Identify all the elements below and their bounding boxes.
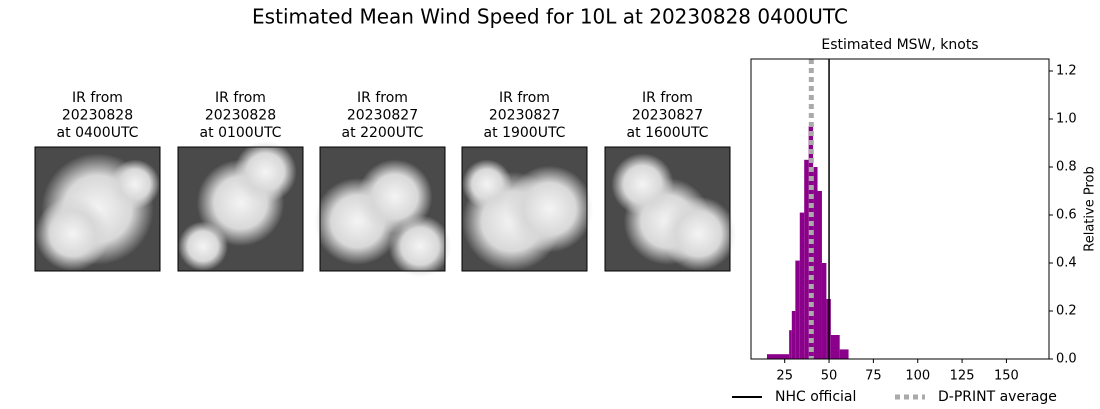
bar [821, 263, 827, 359]
x-tick-label: 150 [994, 369, 1019, 384]
y-axis-label: Relative Prob [1083, 166, 1098, 251]
panel-title: 20230828 [62, 108, 133, 124]
page-title: Estimated Mean Wind Speed for 10L at 202… [252, 5, 848, 29]
bar [795, 260, 800, 359]
bar [799, 212, 805, 359]
axes-frame [750, 58, 1050, 360]
x-tick-label: 125 [950, 369, 975, 384]
panel-title: at 0100UTC [200, 125, 282, 141]
ir-frame [34, 146, 161, 272]
x-tick-label: 50 [821, 369, 838, 384]
panel-title: at 1600UTC [627, 125, 709, 141]
ir-frame [177, 146, 304, 272]
panel-title: IR from [642, 90, 693, 106]
panel-title: IR from [72, 90, 123, 106]
ir-frame [319, 146, 446, 272]
y-tick-label: 1.2 [1056, 64, 1077, 79]
legend-label: NHC official [775, 389, 856, 405]
bar [839, 349, 849, 359]
panel-title: 20230827 [489, 108, 560, 124]
y-tick-label: 0.0 [1056, 352, 1077, 367]
cloud [388, 215, 452, 278]
panel-title: 20230827 [347, 108, 418, 124]
panel-title: 20230828 [205, 108, 276, 124]
panel-title: IR from [357, 90, 408, 106]
panel-title: at 0400UTC [57, 125, 139, 141]
cloud [462, 159, 512, 209]
y-tick-label: 0.4 [1056, 256, 1077, 271]
cloud [661, 196, 737, 271]
cloud [611, 153, 674, 216]
bar [789, 330, 792, 359]
cloud [505, 165, 594, 253]
bar [830, 335, 840, 359]
cloud [110, 159, 160, 209]
bar [817, 191, 822, 359]
panel-title: at 2200UTC [342, 125, 424, 141]
y-tick-label: 1.0 [1056, 112, 1077, 127]
cloud [234, 140, 297, 203]
bar [813, 167, 818, 359]
ir-frame [461, 146, 588, 272]
x-tick-label: 75 [865, 369, 882, 384]
cloud [357, 159, 433, 234]
cloud [35, 196, 110, 271]
y-tick-label: 0.6 [1056, 208, 1077, 223]
panel-title: 20230827 [632, 108, 703, 124]
x-tick-label: 100 [905, 369, 930, 384]
legend-label: D-PRINT average [938, 389, 1057, 405]
panel-title: IR from [499, 90, 550, 106]
bar [804, 159, 809, 359]
cloud [178, 221, 228, 271]
x-tick-label: 25 [776, 369, 793, 384]
ir-frame [604, 146, 731, 272]
panel-title: at 1900UTC [484, 125, 566, 141]
y-tick-label: 0.8 [1056, 160, 1077, 175]
bar [766, 354, 790, 359]
y-tick-label: 0.2 [1056, 304, 1077, 319]
axes-title: Estimated MSW, knots [821, 37, 978, 53]
bar [791, 311, 796, 359]
panel-title: IR from [215, 90, 266, 106]
